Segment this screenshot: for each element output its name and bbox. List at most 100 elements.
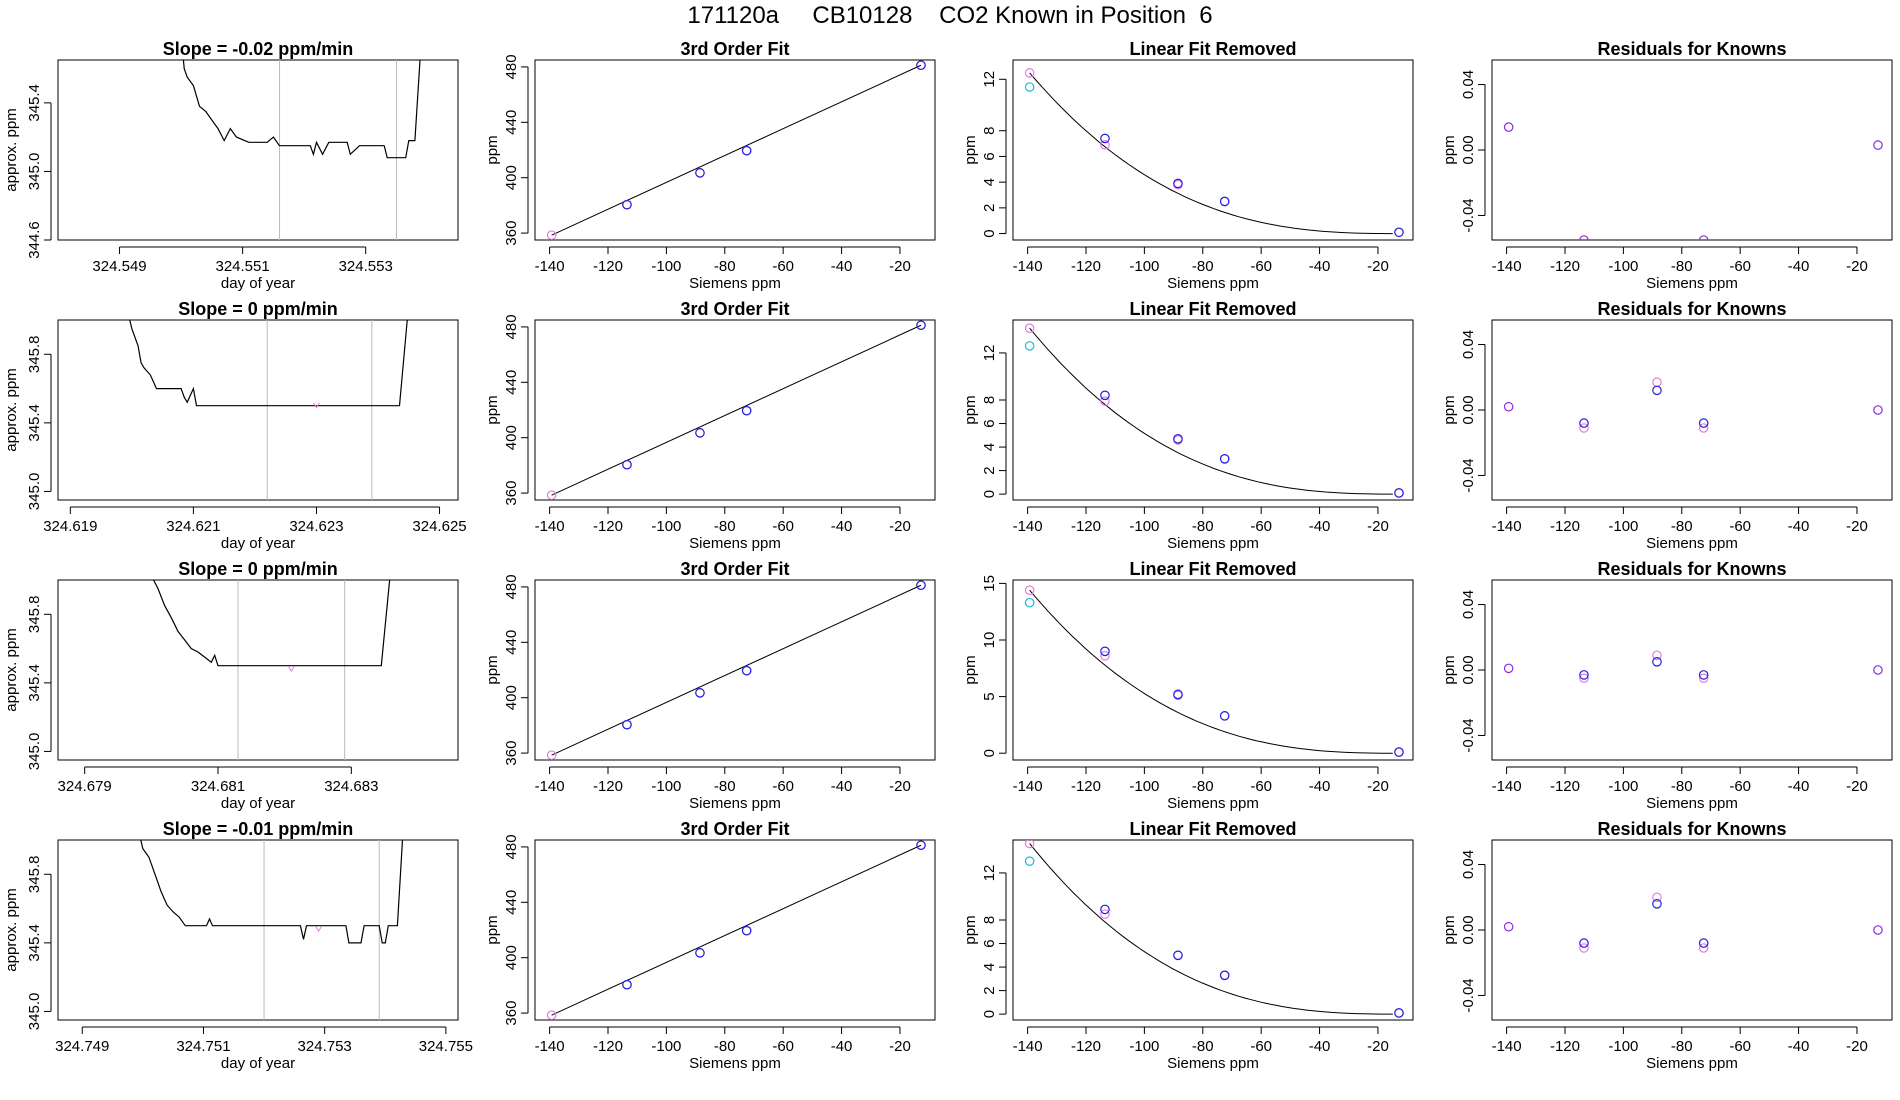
panel-title: Linear Fit Removed <box>1129 559 1296 579</box>
x-tick-label: -80 <box>1192 518 1214 535</box>
x-tick-label: -120 <box>593 778 623 795</box>
y-tick-label: 6 <box>981 152 998 160</box>
x-tick-label: -60 <box>772 1038 794 1055</box>
data-point-pink <box>1024 323 1035 334</box>
data-point-purple <box>1873 925 1883 935</box>
y-tick-label: 12 <box>981 865 998 882</box>
plot-frame <box>534 839 936 1021</box>
x-tick-label: -40 <box>1309 518 1331 535</box>
plot-area <box>1024 585 1404 757</box>
panel-title: 3rd Order Fit <box>680 39 789 59</box>
data-point-blue <box>622 979 632 990</box>
plot-frame <box>1012 319 1414 501</box>
y-tick-label: 4 <box>981 963 998 971</box>
x-tick-label: -80 <box>1671 1038 1693 1055</box>
y-axis-label: ppm <box>962 915 979 944</box>
data-point-blue <box>1652 899 1662 909</box>
y-axis-label: ppm <box>484 655 501 684</box>
x-tick-label: 324.679 <box>58 778 112 795</box>
panel-r3-c1: Slope = 0 ppm/min 324.679 324.681 324.683 da… <box>3 559 459 812</box>
x-tick-label: -100 <box>1129 778 1159 795</box>
y-tick-label: 0.00 <box>1460 395 1477 424</box>
data-point-purple <box>1503 122 1514 132</box>
x-tick-label: -80 <box>714 258 736 275</box>
plot-frame <box>1012 579 1414 761</box>
plot-area <box>1503 122 1883 240</box>
plot-area <box>152 580 391 760</box>
x-tick-label: -20 <box>889 1038 911 1055</box>
panel-title: Slope = 0 ppm/min <box>178 299 338 319</box>
y-tick-label: 480 <box>503 834 520 859</box>
data-point-blue <box>622 719 632 730</box>
data-point-blue <box>1579 670 1589 680</box>
x-tick-label: -40 <box>831 1038 853 1055</box>
panel-r2-c2: 3rd Order Fit -140 -120 -100 -80 -60 -40 -20 Sie… <box>484 299 936 552</box>
x-tick-label: -140 <box>535 1038 565 1055</box>
x-tick-label: 324.683 <box>324 778 378 795</box>
plot-area <box>140 840 404 1020</box>
y-tick-label: 400 <box>503 945 520 970</box>
x-axis-label: Siemens ppm <box>1167 535 1259 552</box>
x-tick-label: -60 <box>1729 778 1751 795</box>
x-tick-label: -120 <box>1550 1038 1580 1055</box>
data-point-blue <box>916 60 926 71</box>
x-axis-label: Siemens ppm <box>1167 1055 1259 1072</box>
x-tick-label: -140 <box>535 778 565 795</box>
x-tick-label: -60 <box>1250 258 1272 275</box>
panel-r2-c3: Linear Fit Removed -140 -120 -100 -80 -60 -40 -… <box>962 299 1414 552</box>
y-tick-label: 345.0 <box>26 993 43 1031</box>
x-axis-label: Siemens ppm <box>689 275 781 292</box>
x-tick-label: -120 <box>593 1038 623 1055</box>
x-tick-label: -60 <box>1250 778 1272 795</box>
x-axis-label: Siemens ppm <box>1646 1055 1738 1072</box>
y-tick-label: 0.04 <box>1460 590 1477 619</box>
y-tick-label: 12 <box>981 345 998 362</box>
x-tick-label: -100 <box>1129 258 1159 275</box>
data-point-pink <box>546 750 557 760</box>
ppm-trace <box>129 320 408 407</box>
data-point-blue <box>1173 178 1183 189</box>
data-point-blue <box>916 580 926 591</box>
data-point-blue <box>1173 689 1183 700</box>
data-point-blue <box>741 925 752 936</box>
x-tick-label: -40 <box>1309 778 1331 795</box>
data-point-blue <box>1219 970 1230 981</box>
x-tick-label: -120 <box>1071 1038 1101 1055</box>
data-point-pink <box>1579 943 1589 953</box>
plot-frame <box>534 319 936 501</box>
plot-area <box>1503 650 1883 683</box>
data-point-pink <box>1698 673 1709 683</box>
y-tick-label: 345.0 <box>26 473 43 511</box>
data-point-blue <box>916 320 926 331</box>
x-tick-label: -20 <box>1846 1038 1868 1055</box>
panel-r1-c4: Residuals for Knowns -140 -120 -100 -80 -60 -4… <box>1441 39 1893 292</box>
y-tick-label: 440 <box>503 890 520 915</box>
data-point-blue <box>1698 670 1709 680</box>
y-tick-label: 0.04 <box>1460 850 1477 879</box>
x-tick-label: -140 <box>535 258 565 275</box>
y-tick-label: 0 <box>981 490 998 498</box>
x-tick-label: -20 <box>889 518 911 535</box>
x-tick-label: -140 <box>1013 258 1043 275</box>
data-point-purple <box>1873 405 1883 415</box>
data-point-pink <box>1652 377 1662 387</box>
x-tick-label: -40 <box>1309 1038 1331 1055</box>
plot-area <box>546 60 926 240</box>
plot-frame <box>57 579 459 761</box>
x-tick-label: -20 <box>1367 1038 1389 1055</box>
plot-area <box>546 320 926 500</box>
y-tick-label: 345.8 <box>26 336 43 374</box>
x-tick-label: 324.749 <box>55 1038 109 1055</box>
x-tick-label: -100 <box>1129 1038 1159 1055</box>
ppm-trace <box>152 580 391 667</box>
panel-title: Residuals for Knowns <box>1597 299 1786 319</box>
y-tick-label: -0.04 <box>1460 978 1477 1012</box>
panel-r3-c2: 3rd Order Fit -140 -120 -100 -80 -60 -40 -20 Sie… <box>484 559 936 812</box>
panel-title: Residuals for Knowns <box>1597 559 1786 579</box>
x-tick-label: -120 <box>593 518 623 535</box>
plot-area <box>182 60 421 240</box>
data-point-blue <box>1698 938 1709 948</box>
x-tick-label: -140 <box>1492 518 1522 535</box>
y-axis-label: ppm <box>484 915 501 944</box>
x-tick-label: -100 <box>651 258 681 275</box>
